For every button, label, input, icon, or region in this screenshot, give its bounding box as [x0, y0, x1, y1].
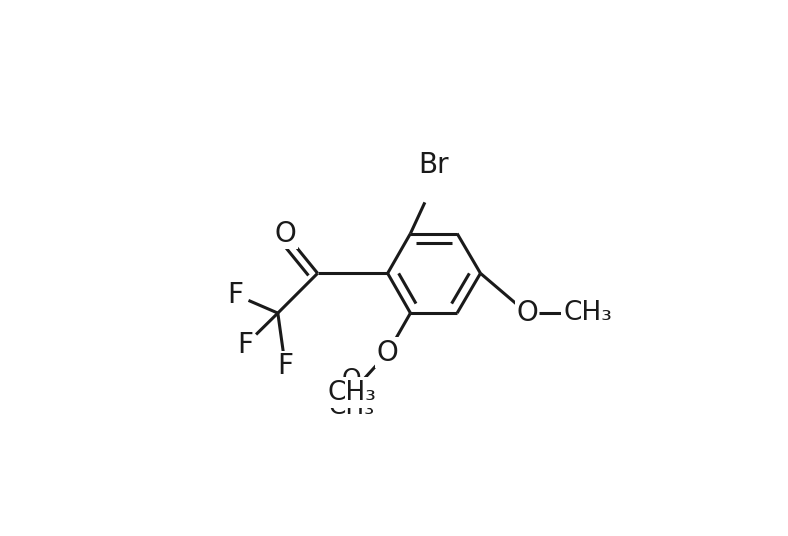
Text: O: O	[377, 339, 399, 367]
Text: Br: Br	[418, 151, 449, 179]
Text: F: F	[237, 331, 254, 359]
Text: CH₃: CH₃	[327, 379, 376, 406]
Text: O: O	[274, 220, 296, 248]
Text: O: O	[516, 299, 538, 327]
Text: CH₃: CH₃	[563, 300, 612, 326]
Text: O
CH₃: O CH₃	[329, 367, 374, 419]
Text: F: F	[227, 280, 243, 309]
Text: F: F	[277, 352, 293, 380]
